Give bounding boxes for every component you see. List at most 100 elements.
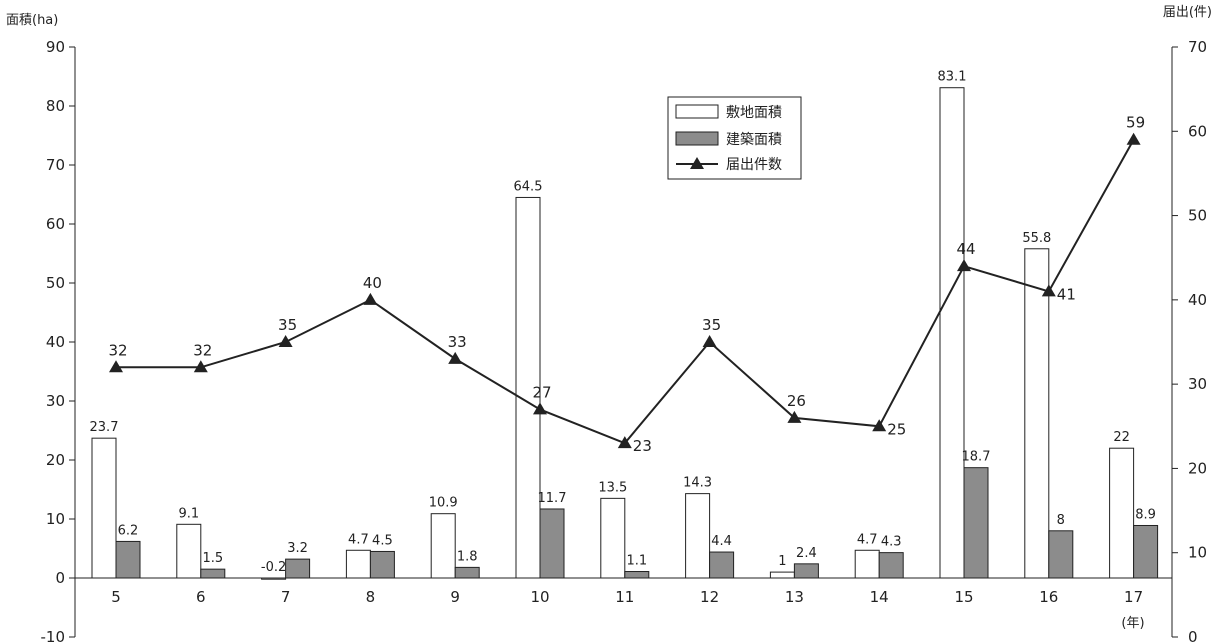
bar-building-area-value-label: 1.8 — [457, 549, 478, 564]
left-axis-title: 面積(ha) — [6, 13, 58, 28]
bar-building-area-value-label: 6.2 — [118, 523, 139, 538]
legend-triangle-marker-icon — [690, 157, 704, 169]
left-tick-label: 80 — [46, 97, 65, 115]
line-value-label: 40 — [363, 274, 382, 292]
bars: 23.76.29.11.5-0.23.24.7 4.510.91.864.511.… — [90, 70, 1159, 580]
line-value-label: 26 — [787, 392, 806, 410]
bar-building-area — [878, 552, 904, 579]
triangle-marker — [872, 419, 887, 432]
left-tick-label: 0 — [55, 569, 65, 587]
bar-site-area — [176, 523, 202, 579]
left-tick-label: 30 — [46, 392, 65, 410]
legend-label-notification-count: 届出件数 — [726, 157, 782, 173]
line-notification-count — [116, 139, 1135, 445]
legend-swatch-site-area — [675, 104, 719, 119]
line-value-label: 33 — [448, 333, 467, 351]
x-axis: 5 6 7 8 9 10 11 12 13 14 15 16 17 — [75, 577, 1172, 606]
bar-site-area — [1109, 447, 1135, 579]
bar-site-area-value-label: 23.7 — [90, 420, 119, 435]
line-value-label: 59 — [1126, 114, 1145, 132]
bar-building-area-value-label: 18.7 — [962, 450, 991, 465]
bar-site-area — [345, 549, 371, 579]
line-value-label: 23 — [633, 437, 652, 455]
x-tick-label: 14 — [870, 588, 889, 606]
right-tick-label: 30 — [1188, 375, 1207, 393]
bar-site-area — [685, 493, 711, 579]
triangle-marker — [787, 410, 802, 423]
bar-site-area-value-label: -0.2 — [261, 560, 286, 575]
left-tick-label: 10 — [46, 510, 65, 528]
triangle-marker — [363, 292, 378, 305]
bar-site-area-value-label: 9.1 — [178, 506, 199, 521]
triangle-marker — [617, 436, 632, 449]
x-tick-label: 15 — [954, 588, 973, 606]
bar-building-area — [793, 563, 819, 579]
triangle-marker — [278, 335, 293, 347]
line-value-label: 27 — [532, 383, 551, 401]
bar-building-area — [1048, 530, 1074, 579]
right-tick-label: 0 — [1188, 628, 1198, 644]
bar-building-area — [624, 571, 650, 579]
right-tick-label: 50 — [1188, 207, 1207, 225]
left-tick-label: 40 — [46, 333, 65, 351]
bar-site-area-value-label: 55.8 — [1022, 231, 1051, 246]
bar-building-area-value-label: 1.1 — [626, 554, 647, 569]
bar-building-area — [1133, 524, 1159, 579]
left-tick-label: 60 — [46, 215, 65, 233]
bar-site-area — [1024, 248, 1050, 579]
left-tick-label: 70 — [46, 156, 65, 174]
line-value-label: 44 — [956, 240, 975, 258]
bar-building-area — [369, 550, 395, 579]
bar-site-area — [854, 549, 880, 579]
x-tick-label: 7 — [281, 588, 291, 606]
triangle-marker — [193, 360, 208, 373]
x-tick-label: 11 — [615, 588, 634, 606]
bar-building-area — [963, 467, 989, 579]
bar-building-area-value-label: 8 — [1057, 513, 1065, 528]
x-tick-label: 16 — [1039, 588, 1058, 606]
bar-site-area-value-label: 4.7 — [857, 532, 878, 547]
bar-site-area-value-label: 83.1 — [938, 70, 967, 85]
legend-label-site-area: 敷地面積 — [726, 105, 782, 121]
line-value-label: 25 — [887, 420, 906, 438]
bar-site-area — [261, 577, 287, 580]
bar-site-area-value-label: 13.5 — [598, 480, 627, 495]
bar-site-area-value-label: 10.9 — [429, 496, 458, 511]
right-tick-label: 60 — [1188, 122, 1207, 140]
bar-site-area — [600, 497, 626, 579]
bar-building-area-value-label: 2.4 — [796, 546, 817, 561]
legend-label-building-area: 建築面積 — [726, 132, 782, 148]
triangle-marker — [702, 335, 717, 347]
left-tick-label: 50 — [46, 274, 65, 292]
x-tick-label: 12 — [700, 588, 719, 606]
bar-building-area-value-label: 11.7 — [538, 491, 567, 506]
bar-site-area — [769, 571, 795, 579]
right-tick-label: 70 — [1188, 38, 1207, 56]
triangle-marker — [1126, 132, 1141, 145]
bar-building-area-value-label: 3.2 — [287, 541, 308, 556]
bar-building-area-value-label: 4.5 — [372, 533, 393, 548]
line-value-label: 35 — [278, 316, 297, 334]
triangle-marker — [957, 259, 971, 272]
bar-site-area-value-label: 22 — [1113, 430, 1130, 445]
x-tick-label: 10 — [530, 588, 549, 606]
triangle-marker — [1041, 284, 1056, 297]
line-value-label: 35 — [702, 316, 721, 334]
triangle-marker — [448, 351, 463, 364]
triangle-marker — [533, 402, 547, 415]
bar-building-area — [115, 540, 141, 579]
legend: 敷地面積 建築面積 届出件数 — [667, 96, 802, 180]
bar-site-area — [91, 437, 117, 579]
bar-site-area — [515, 196, 541, 579]
bar-building-area-value-label: 4.3 — [881, 535, 902, 550]
left-axis: -10 0 10 20 30 40 50 60 70 80 90 — [41, 38, 76, 644]
line-value-label: 41 — [1057, 285, 1076, 303]
line-value-label: 32 — [108, 341, 127, 359]
x-axis-unit: (年) — [1121, 616, 1144, 631]
bar-site-area-value-label: 64.5 — [514, 179, 543, 194]
bar-building-area — [454, 566, 480, 579]
x-tick-label: 17 — [1124, 588, 1143, 606]
line-series: 32 32 35 40 33 27 23 35 26 25 44 41 59 — [108, 114, 1145, 455]
x-tick-label: 9 — [450, 588, 460, 606]
